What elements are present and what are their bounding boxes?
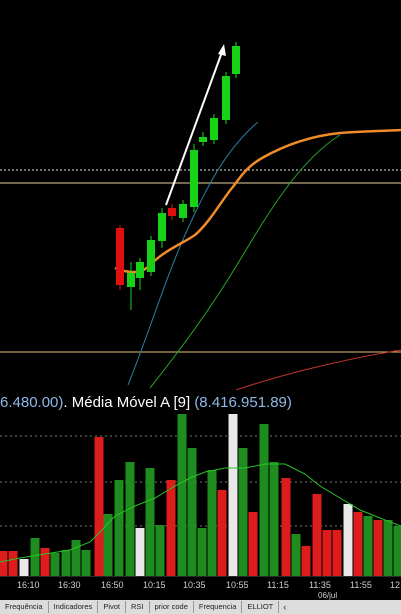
- time-tick: 10:35: [183, 580, 206, 590]
- candle-body: [210, 118, 218, 140]
- candle-body: [179, 204, 187, 218]
- volume-bar: [125, 462, 135, 576]
- volume-bar: [40, 548, 50, 576]
- volume-bar: [145, 468, 155, 576]
- time-tick: 16:30: [58, 580, 81, 590]
- trend-arrow-annotation: [165, 44, 226, 206]
- volume-bar: [269, 462, 279, 576]
- time-tick: 11:15: [267, 580, 289, 590]
- tab-scroll-left-icon[interactable]: ‹: [283, 602, 287, 612]
- volume-bar: [332, 530, 342, 576]
- volume-bar: [155, 525, 165, 576]
- bollinger-upper-band: [127, 121, 259, 386]
- tab-indicadores[interactable]: Indicadores: [49, 601, 99, 613]
- candlestick-series: [116, 42, 240, 310]
- volume-bar: [322, 530, 332, 576]
- volume-bar: [238, 448, 248, 576]
- volume-bar: [135, 528, 145, 576]
- candle-body: [190, 150, 198, 207]
- volume-bar: [81, 550, 91, 576]
- time-tick: 12: [390, 580, 401, 590]
- indicator-prev-value: 6.480.00): [0, 394, 64, 411]
- volume-bar: [103, 514, 113, 576]
- volume-bar: [228, 414, 238, 576]
- candle-body: [136, 262, 144, 278]
- candle-body: [232, 46, 240, 74]
- tab-elliot[interactable]: ELLIOT: [242, 601, 280, 613]
- volume-bar: [50, 553, 60, 576]
- tab-frequencia-2[interactable]: Frequencia: [194, 601, 243, 613]
- volume-bar: [0, 551, 8, 576]
- long-moving-average: [235, 349, 401, 391]
- candle-body: [116, 228, 124, 285]
- indicator-value: (8.416.951.89): [194, 394, 292, 411]
- volume-bar: [301, 546, 311, 576]
- volume-moving-average: [0, 463, 401, 563]
- volume-bars: [0, 414, 401, 576]
- candle-body: [199, 137, 207, 142]
- volume-bar: [8, 551, 18, 576]
- time-tick: 11:35: [309, 580, 331, 590]
- candle-body: [147, 240, 155, 272]
- volume-bar: [197, 528, 207, 576]
- time-tick: 16:10: [17, 580, 40, 590]
- time-tick: 11:55: [350, 580, 372, 590]
- time-tick: 10:15: [143, 580, 166, 590]
- volume-bar: [217, 490, 227, 576]
- time-axis: 16:10 16:30 16:50 10:15 10:35 10:55 11:1…: [0, 576, 401, 601]
- volume-bar: [373, 520, 383, 576]
- volume-bar: [71, 540, 81, 576]
- indicator-label: Média Móvel A [9]: [71, 394, 191, 411]
- candle-body: [127, 273, 135, 287]
- price-chart-pane[interactable]: [0, 0, 401, 391]
- volume-bar: [281, 478, 291, 576]
- volume-bar: [353, 512, 363, 576]
- chart-shaded-area: [238, 0, 401, 125]
- volume-bar: [312, 494, 322, 576]
- date-label: 06/jul: [318, 591, 338, 600]
- volume-bar: [166, 480, 176, 576]
- volume-bar: [363, 516, 373, 576]
- tab-prior-code[interactable]: prior code: [150, 601, 194, 613]
- volume-bar: [259, 424, 269, 576]
- volume-bar: [177, 414, 187, 576]
- indicator-tab-bar: Frequência Indicadores Pivot RSI prior c…: [0, 600, 401, 614]
- volume-bar: [248, 512, 258, 576]
- volume-bar: [207, 470, 217, 576]
- volume-bar: [291, 534, 301, 576]
- volume-bar: [114, 480, 124, 576]
- indicator-separator: .: [63, 394, 68, 411]
- candle-body: [222, 76, 230, 120]
- volume-bar: [19, 559, 29, 576]
- volume-bar: [94, 437, 104, 576]
- indicator-header: 6.480.00). Média Móvel A [9] (8.416.951.…: [0, 392, 401, 414]
- time-tick: 16:50: [101, 580, 124, 590]
- tab-frequencia[interactable]: Frequência: [0, 601, 49, 613]
- moving-average-line: [114, 128, 401, 274]
- tab-pivot[interactable]: Pivot: [98, 601, 126, 613]
- volume-bar: [383, 520, 393, 576]
- tab-rsi[interactable]: RSI: [126, 601, 150, 613]
- candle-body: [168, 208, 176, 216]
- time-tick: 10:55: [226, 580, 249, 590]
- volume-bar: [343, 504, 353, 576]
- volume-bar: [393, 526, 401, 576]
- volume-bar: [61, 550, 71, 576]
- candle-body: [158, 213, 166, 241]
- volume-bar: [187, 448, 197, 576]
- bollinger-lower-band: [149, 134, 341, 389]
- volume-chart-pane[interactable]: [0, 414, 401, 576]
- volume-bar: [30, 538, 40, 576]
